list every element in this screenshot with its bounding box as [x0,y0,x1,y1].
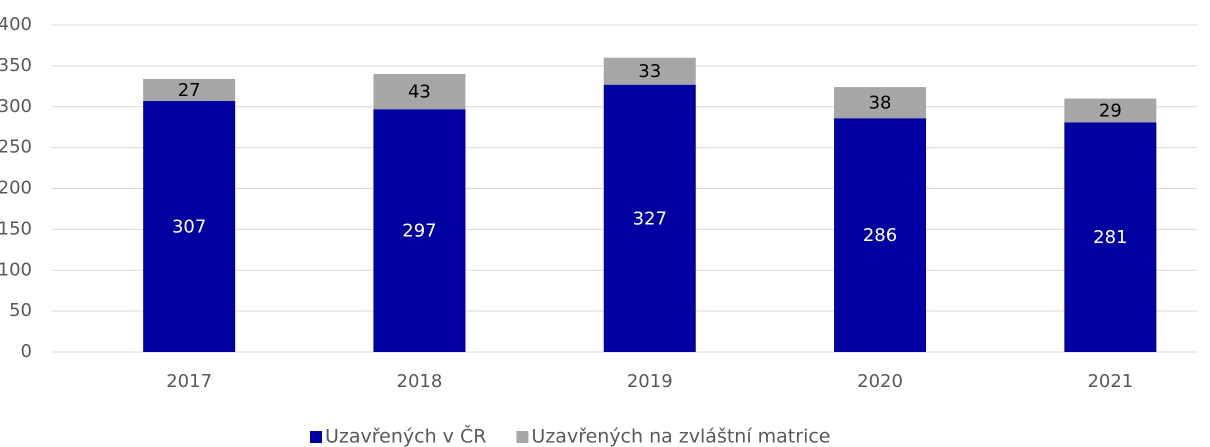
data-label: 281 [1093,227,1127,248]
x-tick-label: 2019 [627,371,673,392]
data-label: 33 [638,61,661,82]
y-tick-label: 250 [0,137,32,158]
data-label: 43 [408,82,431,103]
legend-swatch [516,431,529,443]
y-tick-label: 300 [0,96,32,117]
bar-segment [834,87,927,119]
y-tick-label: 200 [0,178,32,199]
y-tick-label: 350 [0,55,32,76]
y-tick-label: 0 [21,341,32,362]
legend-label: Uzavřených na zvláštní matrice [531,426,830,447]
bar-segment [603,84,696,353]
y-tick-label: 150 [0,218,32,239]
x-tick-label: 2017 [166,371,212,392]
y-tick-label: 50 [9,300,32,321]
y-tick-label: 100 [0,259,32,280]
x-tick-label: 2018 [397,371,443,392]
legend-swatch [310,431,322,443]
bar-segment [143,78,236,102]
legend-label: Uzavřených v ČR [325,424,486,447]
data-label: 38 [869,93,892,114]
data-label: 286 [863,225,897,246]
bar-segment [373,74,466,110]
bar-segment [373,109,466,352]
data-label: 29 [1099,100,1122,121]
data-label: 327 [633,208,667,229]
data-label: 307 [172,217,206,238]
bar-segment [1064,98,1157,123]
data-label: 297 [402,221,436,242]
y-tick-label: 400 [0,14,32,35]
bar-segment [603,57,696,85]
bar-segment [1064,122,1157,352]
data-label: 27 [178,80,201,101]
bar-segment [834,118,927,352]
x-tick-label: 2020 [857,371,903,392]
bar-segment [143,101,236,352]
x-tick-label: 2021 [1087,371,1133,392]
